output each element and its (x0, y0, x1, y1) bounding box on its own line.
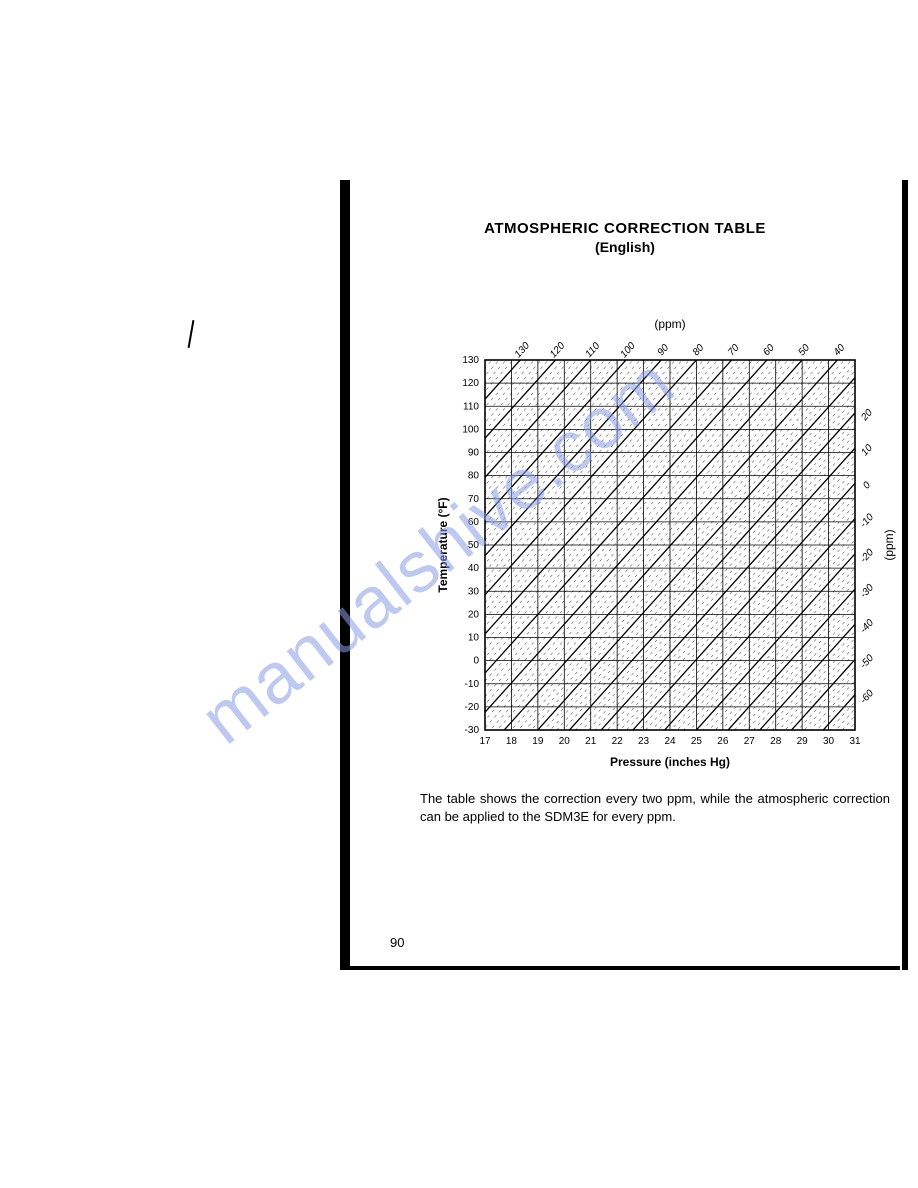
chart-svg: 17 18 19 20 21 22 23 24 25 26 27 28 29 30 31 -30 -20 -10 0… (430, 310, 900, 770)
title-block: ATMOSPHERIC CORRECTION TABLE (English) (350, 220, 900, 255)
svg-text:23: 23 (638, 736, 650, 747)
svg-text:-40: -40 (858, 617, 876, 635)
svg-text:130: 130 (513, 340, 533, 360)
svg-text:20: 20 (859, 407, 876, 424)
svg-text:28: 28 (770, 736, 782, 747)
svg-text:50: 50 (796, 342, 812, 358)
page-number: 90 (390, 935, 404, 950)
svg-text:-30: -30 (858, 582, 876, 600)
correction-chart: 17 18 19 20 21 22 23 24 25 26 27 28 29 30 31 -30 -20 -10 0… (430, 310, 900, 770)
svg-text:0: 0 (473, 656, 479, 667)
svg-text:0: 0 (861, 480, 873, 492)
svg-text:90: 90 (468, 448, 480, 459)
svg-text:70: 70 (726, 342, 742, 358)
svg-text:(ppm): (ppm) (654, 317, 685, 331)
caption-text: The table shows the correction every two… (420, 790, 890, 825)
svg-text:10: 10 (468, 633, 480, 644)
svg-text:10: 10 (859, 442, 875, 458)
svg-text:40: 40 (468, 563, 480, 574)
svg-text:20: 20 (468, 609, 480, 620)
svg-text:-60: -60 (858, 688, 876, 706)
svg-text:-50: -50 (858, 652, 876, 670)
svg-text:21: 21 (585, 736, 597, 747)
svg-text:25: 25 (691, 736, 703, 747)
svg-text:26: 26 (717, 736, 729, 747)
svg-text:Pressure (inches Hg): Pressure (inches Hg) (610, 755, 730, 769)
svg-text:-10: -10 (858, 512, 876, 530)
svg-text:31: 31 (849, 736, 861, 747)
svg-text:50: 50 (468, 540, 480, 551)
title-main: ATMOSPHERIC CORRECTION TABLE (350, 220, 900, 237)
svg-text:60: 60 (468, 517, 480, 528)
svg-text:18: 18 (506, 736, 518, 747)
svg-text:19: 19 (532, 736, 544, 747)
svg-text:40: 40 (832, 342, 848, 358)
svg-text:27: 27 (744, 736, 756, 747)
scan-artifact (188, 320, 195, 348)
svg-text:120: 120 (548, 340, 568, 360)
svg-text:30: 30 (468, 586, 480, 597)
title-sub: (English) (350, 239, 900, 255)
svg-text:17: 17 (479, 736, 491, 747)
svg-text:80: 80 (468, 471, 480, 482)
svg-text:-30: -30 (465, 725, 480, 736)
svg-text:90: 90 (656, 342, 672, 358)
svg-text:100: 100 (618, 340, 638, 360)
svg-text:80: 80 (691, 342, 707, 358)
svg-text:22: 22 (612, 736, 624, 747)
svg-text:-10: -10 (465, 679, 480, 690)
svg-text:20: 20 (559, 736, 571, 747)
svg-text:120: 120 (462, 378, 479, 389)
svg-text:-20: -20 (858, 547, 876, 565)
svg-text:110: 110 (583, 340, 602, 360)
svg-text:29: 29 (797, 736, 809, 747)
svg-text:30: 30 (823, 736, 835, 747)
svg-text:60: 60 (761, 342, 777, 358)
svg-text:-20: -20 (465, 702, 480, 713)
svg-text:100: 100 (462, 424, 479, 435)
right-edge-artifact (902, 180, 908, 970)
svg-text:24: 24 (664, 736, 676, 747)
svg-text:110: 110 (463, 401, 479, 412)
svg-text:Temperature (°F): Temperature (°F) (436, 497, 450, 592)
svg-text:(ppm): (ppm) (882, 529, 896, 560)
svg-text:70: 70 (468, 494, 480, 505)
svg-text:130: 130 (462, 355, 479, 366)
